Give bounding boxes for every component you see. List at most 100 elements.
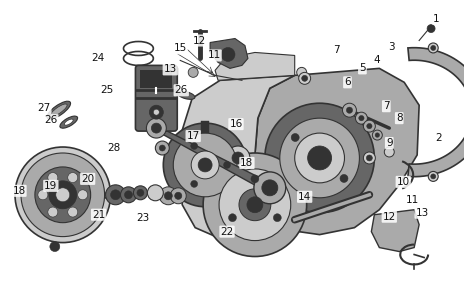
Text: 11: 11	[207, 50, 221, 60]
Circle shape	[170, 188, 186, 204]
Circle shape	[164, 192, 173, 200]
Text: 13: 13	[416, 208, 429, 218]
Text: 20: 20	[81, 174, 94, 184]
Circle shape	[251, 175, 259, 183]
Text: 7: 7	[383, 101, 390, 111]
Circle shape	[191, 142, 198, 149]
Circle shape	[355, 112, 367, 124]
Circle shape	[254, 172, 286, 204]
Circle shape	[221, 48, 235, 62]
Polygon shape	[210, 38, 248, 68]
Polygon shape	[255, 68, 419, 235]
Text: 12: 12	[193, 35, 206, 45]
Circle shape	[265, 103, 374, 213]
Circle shape	[363, 120, 375, 132]
Circle shape	[50, 241, 60, 251]
Circle shape	[133, 186, 147, 200]
Circle shape	[367, 123, 372, 129]
Circle shape	[159, 145, 166, 151]
Circle shape	[340, 175, 348, 182]
Text: 15: 15	[173, 43, 187, 53]
Circle shape	[219, 169, 291, 241]
Text: 3: 3	[388, 42, 395, 52]
Text: 18: 18	[240, 158, 253, 168]
Polygon shape	[408, 48, 465, 177]
Text: 1: 1	[433, 14, 439, 24]
Text: 21: 21	[92, 210, 105, 220]
Circle shape	[173, 133, 237, 197]
Circle shape	[48, 173, 58, 182]
Ellipse shape	[51, 104, 67, 116]
Circle shape	[239, 189, 271, 221]
Circle shape	[291, 134, 299, 142]
Text: 6: 6	[344, 77, 351, 87]
Circle shape	[21, 153, 105, 237]
Polygon shape	[372, 210, 419, 251]
Text: 24: 24	[91, 53, 104, 63]
Text: 4: 4	[373, 55, 379, 65]
Text: 26: 26	[175, 85, 188, 95]
Circle shape	[428, 171, 438, 181]
Text: 8: 8	[396, 113, 403, 123]
FancyBboxPatch shape	[135, 65, 177, 131]
Circle shape	[48, 207, 58, 217]
Circle shape	[297, 67, 306, 77]
Circle shape	[68, 207, 78, 217]
Circle shape	[56, 188, 70, 202]
Circle shape	[295, 133, 345, 183]
Circle shape	[308, 146, 332, 170]
Circle shape	[428, 43, 438, 53]
Text: 7: 7	[333, 45, 340, 55]
Circle shape	[359, 115, 364, 121]
Text: 26: 26	[44, 115, 58, 125]
Circle shape	[431, 45, 436, 50]
Circle shape	[191, 151, 219, 179]
Circle shape	[375, 133, 379, 137]
Text: 14: 14	[298, 192, 311, 202]
Circle shape	[273, 214, 281, 222]
Circle shape	[153, 109, 159, 115]
Circle shape	[203, 153, 306, 257]
Circle shape	[125, 191, 133, 199]
Polygon shape	[152, 128, 280, 188]
Circle shape	[163, 123, 247, 207]
Text: 9: 9	[386, 138, 392, 148]
Circle shape	[366, 155, 372, 161]
Bar	[140, 70, 172, 88]
Text: 18: 18	[13, 186, 26, 196]
Circle shape	[191, 180, 198, 187]
Circle shape	[35, 167, 91, 223]
Circle shape	[226, 146, 250, 170]
Text: 13: 13	[164, 64, 177, 74]
Circle shape	[159, 187, 177, 205]
Circle shape	[15, 147, 111, 243]
Circle shape	[224, 161, 231, 168]
Text: 27: 27	[37, 103, 51, 113]
Circle shape	[152, 123, 161, 133]
Circle shape	[247, 197, 263, 213]
Circle shape	[427, 25, 435, 32]
Text: 28: 28	[107, 143, 120, 153]
Circle shape	[372, 130, 382, 140]
Text: 12: 12	[383, 212, 396, 222]
Circle shape	[363, 152, 375, 164]
Text: 25: 25	[100, 85, 113, 95]
Text: 19: 19	[44, 181, 58, 191]
Circle shape	[299, 72, 311, 84]
Circle shape	[155, 141, 169, 155]
Ellipse shape	[64, 119, 73, 125]
Circle shape	[188, 67, 198, 77]
Circle shape	[78, 190, 88, 200]
Text: 10: 10	[397, 177, 410, 187]
Text: 11: 11	[405, 195, 419, 205]
Circle shape	[346, 107, 352, 113]
Circle shape	[343, 103, 357, 117]
Text: 16: 16	[229, 119, 243, 129]
Circle shape	[302, 75, 308, 81]
Text: 23: 23	[136, 213, 149, 223]
Circle shape	[49, 181, 77, 209]
Circle shape	[232, 152, 244, 164]
Polygon shape	[215, 52, 295, 80]
Circle shape	[262, 180, 278, 196]
Circle shape	[198, 158, 212, 172]
